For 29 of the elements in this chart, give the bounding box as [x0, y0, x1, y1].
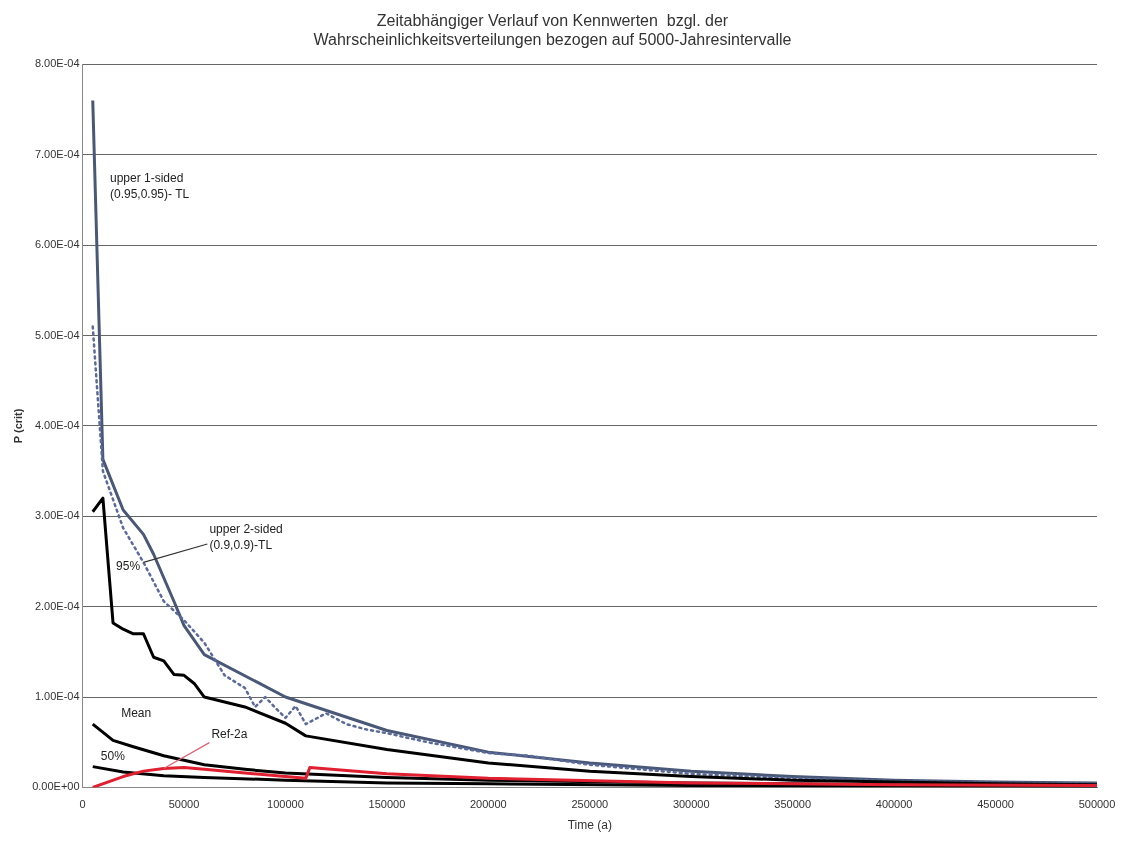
y-tick-label: 0.00E+00 — [32, 780, 80, 793]
y-tick-label: 3.00E-04 — [34, 509, 80, 522]
x-tick-label: 450000 — [977, 798, 1014, 811]
x-tick-label: 0 — [79, 798, 86, 811]
x-tick-label: 50000 — [168, 798, 200, 811]
x-tick-label: 400000 — [875, 798, 913, 811]
y-tick-label: 8.00E-04 — [34, 57, 80, 70]
x-tick-label: 200000 — [470, 798, 507, 811]
x-tick-label: 350000 — [774, 798, 812, 811]
y-tick-label: 7.00E-04 — [34, 147, 80, 160]
x-axis-title: Time (a) — [567, 818, 612, 833]
y-tick-label: 1.00E-04 — [34, 690, 80, 703]
annotation: 50% — [100, 749, 126, 764]
annotation: Mean — [121, 705, 152, 720]
annotation: Ref-2a — [211, 726, 248, 741]
y-tick-label: 4.00E-04 — [34, 418, 80, 431]
y-tick-label: 5.00E-04 — [34, 328, 80, 341]
x-tick-label: 100000 — [267, 798, 304, 811]
y-axis-title: P (crit) — [11, 408, 24, 444]
y-tick-label: 6.00E-04 — [34, 238, 80, 251]
annotation: upper 2-sided (0.9,0.9)-TL — [209, 522, 283, 553]
x-tick-label: 250000 — [571, 798, 609, 811]
chart-title: Zeitabhängiger Verlauf von Kennwerten bzgl. der Wahrscheinlichkeitsverteilungen bezogen auf 5000-Jahresintervalle — [313, 12, 792, 49]
annotation: upper 1-sided (0.95,0.95)- TL — [109, 170, 190, 201]
y-tick-label: 2.00E-04 — [34, 599, 80, 612]
x-tick-label: 300000 — [672, 798, 710, 811]
x-tick-label: 500000 — [1078, 798, 1116, 811]
x-tick-label: 150000 — [368, 798, 406, 811]
annotation: 95% — [116, 559, 141, 574]
